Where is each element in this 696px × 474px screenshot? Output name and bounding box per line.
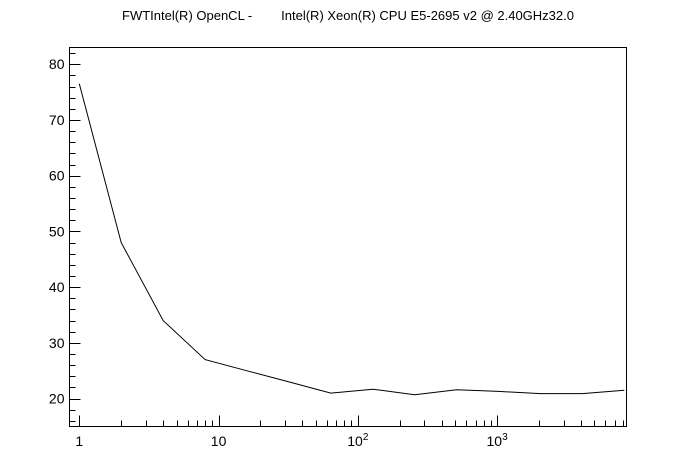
series-layer [78,83,625,396]
y-tick-label: 30 [49,335,65,351]
tick-labels: 20 30 40 50 60 70 80 1 10 102 103 [49,56,508,449]
x-tick-label: 1 [75,433,83,449]
x-tick-label: 103 [487,432,509,449]
y-tick-label: 80 [49,56,65,72]
axis-ticks [69,53,624,427]
plot-frame [69,47,627,427]
y-tick-label: 40 [49,279,65,295]
y-tick-label: 60 [49,168,65,184]
y-tick-label: 20 [49,391,65,407]
x-tick-label: 10 [211,433,227,449]
y-tick-label: 70 [49,112,65,128]
y-tick-label: 50 [49,223,65,239]
x-tick-label: 102 [347,432,369,449]
chart-title: FWTIntel(R) OpenCL - Intel(R) Xeon(R) CP… [122,8,574,23]
series-line [78,83,625,396]
